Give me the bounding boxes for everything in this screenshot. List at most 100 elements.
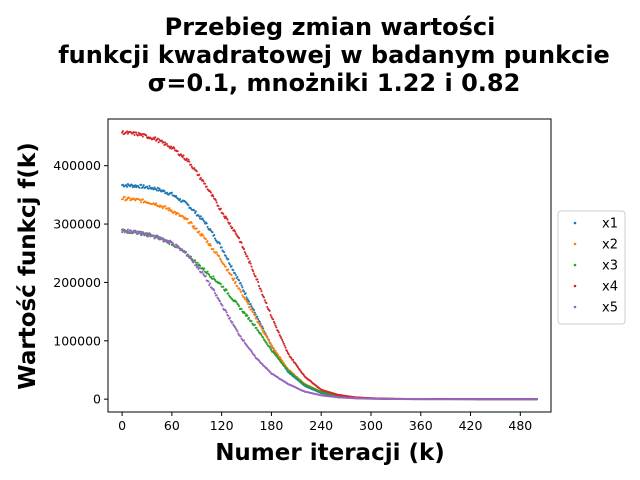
- series-x1-point: [220, 246, 223, 249]
- series-x3-point: [260, 333, 263, 337]
- series-x1-point: [148, 184, 151, 187]
- series-x2-point: [202, 234, 205, 237]
- series-x4-point: [278, 334, 281, 337]
- series-x2-point: [128, 197, 131, 200]
- series-x4-point: [163, 143, 166, 147]
- series-x3-point: [259, 332, 262, 335]
- series-x4-point: [265, 302, 268, 305]
- series-x2-point: [230, 274, 233, 277]
- series-x4-point: [156, 137, 159, 140]
- series-x4-point: [199, 177, 202, 180]
- chart-title-line-2: funkcji kwadratowej w badanym punkcie: [58, 41, 610, 69]
- series-x4-point: [186, 160, 189, 163]
- series-x4-point: [211, 193, 214, 196]
- series-x2-point: [233, 277, 236, 280]
- series-x4-point: [228, 222, 231, 225]
- series-x4-point: [135, 131, 138, 134]
- series-x1-point: [140, 183, 143, 186]
- series-x2-point: [209, 244, 212, 247]
- series-x1-point: [142, 184, 145, 187]
- series-x4-point: [189, 163, 193, 166]
- series-x1-point: [236, 275, 239, 279]
- series-x2-point: [182, 216, 185, 219]
- series-x5-point: [224, 309, 227, 312]
- x-tick-label: 120: [210, 418, 234, 433]
- series-x1-point: [194, 211, 197, 215]
- x-tick-label: 0: [118, 418, 126, 433]
- series-x5-point: [145, 235, 149, 238]
- series-x4-point: [182, 154, 185, 157]
- series-x2-point: [215, 251, 218, 254]
- series-x1-point: [239, 281, 242, 285]
- chart-title-line-1: Przebieg zmian wartości: [165, 13, 496, 41]
- series-x4-point: [126, 132, 129, 135]
- series-x3-point: [205, 272, 208, 275]
- series-x2-point: [168, 207, 171, 210]
- series-x5-point: [126, 230, 129, 233]
- series-x1-point: [179, 197, 182, 201]
- series-x4-point: [251, 268, 254, 271]
- series-x4-point: [290, 357, 293, 360]
- series-x3-point: [219, 283, 222, 286]
- series-x2-point: [234, 280, 237, 283]
- series-x1-point: [213, 233, 216, 236]
- series-x4-point: [257, 280, 260, 284]
- y-tick-label: 400000: [53, 158, 101, 173]
- series-x4-point: [121, 131, 124, 134]
- series-x4-point: [281, 338, 284, 342]
- series-x1-point: [203, 220, 206, 223]
- series-x4-point: [243, 248, 246, 251]
- x-tick-label: 240: [309, 418, 333, 433]
- series-x5-point: [221, 304, 224, 307]
- series-x5-point: [207, 280, 210, 283]
- legend-label-x4: x4: [602, 280, 618, 295]
- y-tick-label: 300000: [53, 217, 101, 232]
- series-x2-point: [255, 317, 258, 320]
- series-x5-point: [157, 238, 160, 241]
- series-x3-point: [199, 264, 202, 267]
- series-x4-point: [268, 309, 271, 312]
- series-x5-point: [159, 236, 162, 239]
- series-x4-point: [121, 130, 124, 133]
- series-x4-point: [140, 133, 144, 136]
- series-x3-point: [255, 326, 258, 329]
- y-axis-label: Wartość funkcj f(k): [15, 142, 41, 389]
- series-x4-point: [226, 218, 229, 221]
- series-x1-point: [227, 258, 230, 261]
- series-x3-point: [212, 275, 215, 278]
- series-x5-point: [184, 250, 188, 254]
- series-x4-point: [283, 344, 286, 347]
- series-x1-point: [233, 272, 236, 275]
- series-x1-point: [155, 189, 158, 192]
- series-x2-point: [206, 240, 209, 243]
- series-x1-point: [134, 184, 137, 187]
- x-tick-label: 60: [164, 418, 180, 433]
- series-x4-point: [254, 275, 257, 278]
- series-x5-point: [228, 316, 231, 319]
- series-x2-point: [253, 314, 256, 317]
- series-x2-point: [248, 305, 251, 308]
- x-axis-label: Numer iteracji (k): [215, 440, 445, 466]
- series-x1-point: [170, 191, 173, 194]
- series-x3-point: [253, 323, 256, 326]
- series-x5-point: [178, 246, 181, 249]
- series-x1-point: [252, 308, 256, 312]
- series-x1-point: [243, 290, 246, 293]
- series-x2-point: [246, 301, 249, 304]
- series-x4-point: [247, 257, 250, 260]
- series-x2-point: [155, 202, 158, 205]
- series-x5-point: [253, 354, 256, 358]
- series-x5-point: [122, 229, 125, 232]
- series-x5-point: [174, 245, 177, 248]
- series-x1-point: [199, 217, 202, 220]
- x-tick-label: 360: [409, 418, 433, 433]
- series-x3-point: [206, 270, 209, 273]
- series-x4-point: [193, 167, 196, 170]
- series-x1-point: [201, 217, 204, 220]
- series-x1-point: [187, 204, 190, 207]
- series-x1-point: [138, 186, 141, 189]
- series-x1-point: [194, 210, 197, 213]
- series-x4-point: [231, 226, 234, 229]
- chart-title-line-3: σ=0.1, mnożniki 1.22 i 0.82: [148, 69, 521, 97]
- series-x4-point: [205, 185, 208, 188]
